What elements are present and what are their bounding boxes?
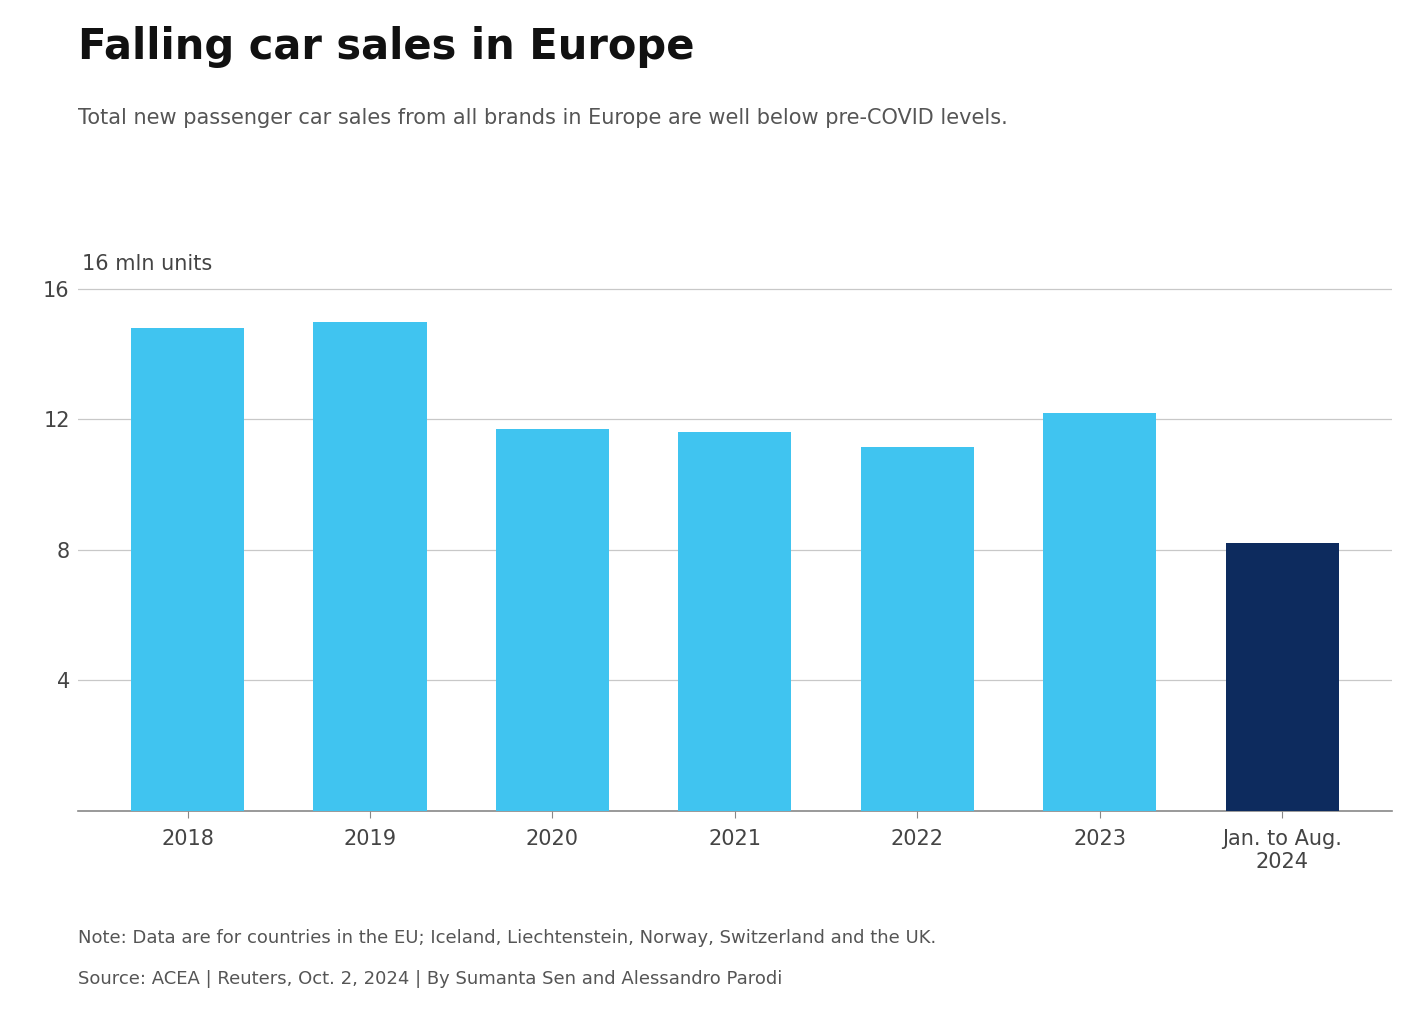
Bar xyxy=(1225,544,1339,811)
Bar xyxy=(131,328,244,811)
Text: Note: Data are for countries in the EU; Iceland, Liechtenstein, Norway, Switzerl: Note: Data are for countries in the EU; … xyxy=(78,929,936,947)
Bar xyxy=(679,433,791,811)
Bar xyxy=(1044,412,1156,811)
Bar xyxy=(314,322,426,811)
Bar xyxy=(861,447,974,811)
Bar xyxy=(496,429,609,811)
Text: Falling car sales in Europe: Falling car sales in Europe xyxy=(78,26,694,68)
Text: 16 mln units: 16 mln units xyxy=(82,254,212,274)
Text: Total new passenger car sales from all brands in Europe are well below pre-COVID: Total new passenger car sales from all b… xyxy=(78,108,1008,127)
Text: Source: ACEA | Reuters, Oct. 2, 2024 | By Sumanta Sen and Alessandro Parodi: Source: ACEA | Reuters, Oct. 2, 2024 | B… xyxy=(78,970,782,988)
